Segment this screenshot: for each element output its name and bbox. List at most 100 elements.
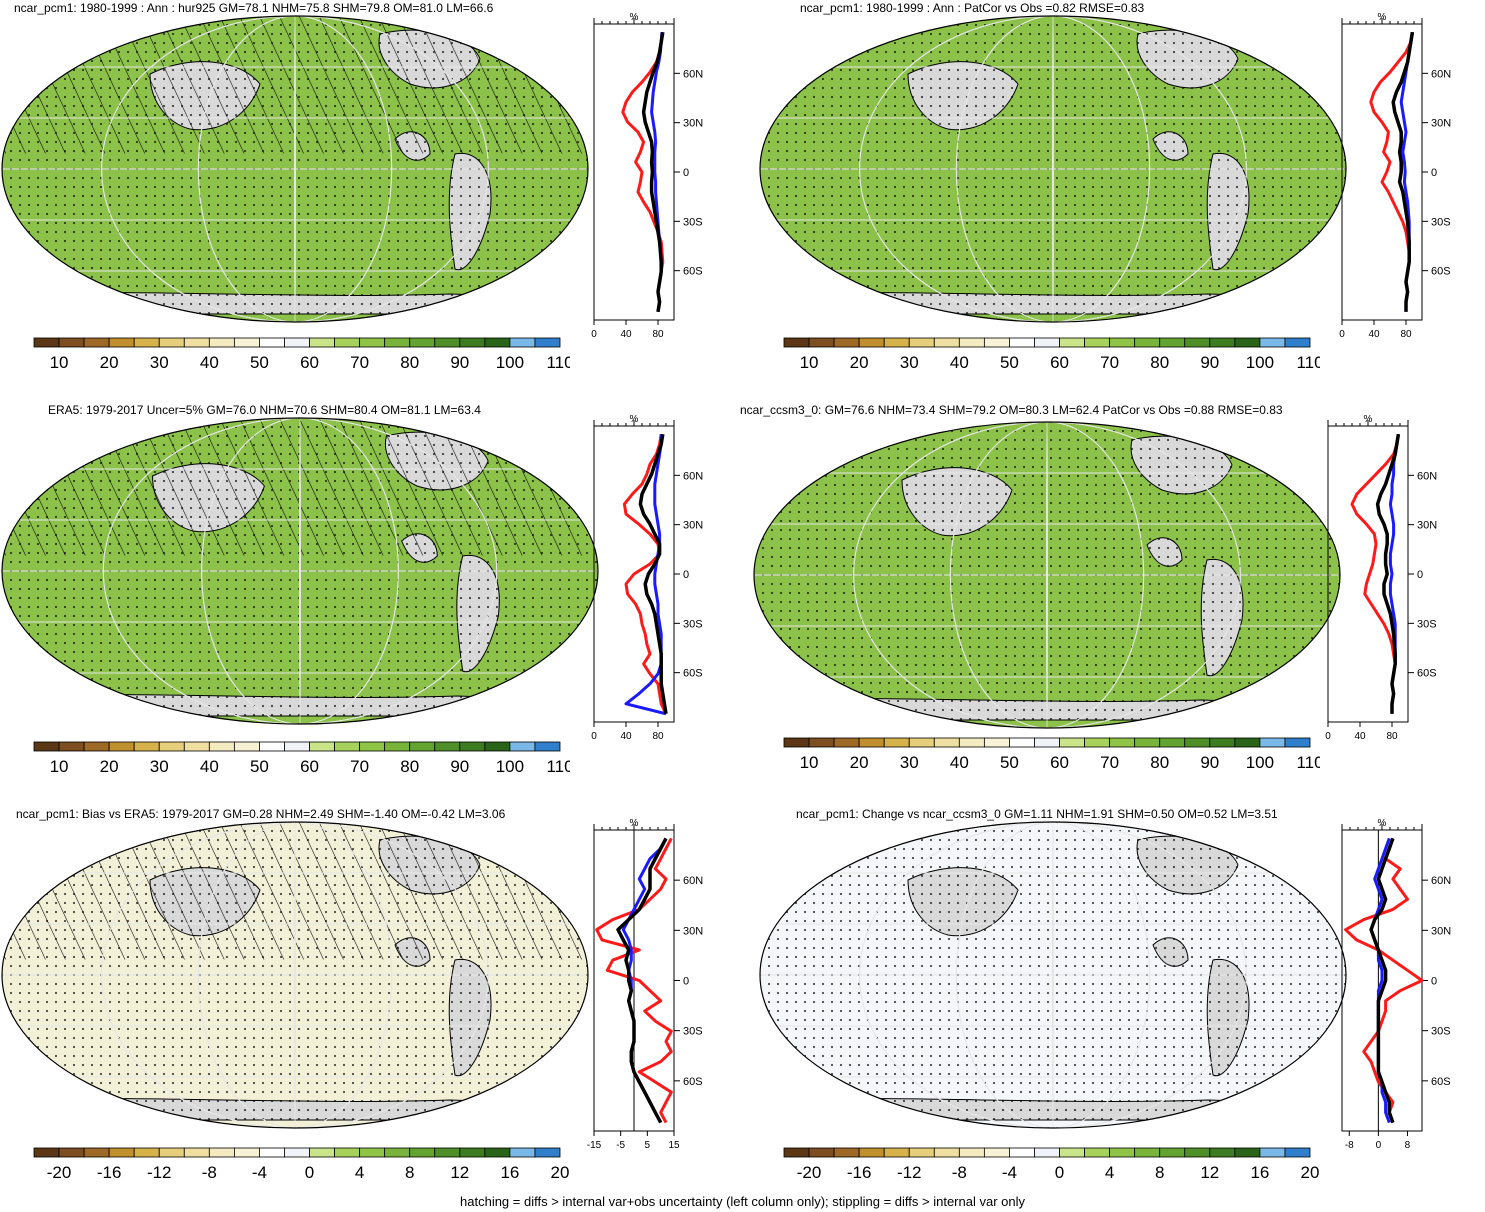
map: [1, 417, 599, 725]
colorbar-swatch: [233, 337, 260, 348]
lat-tick-label: 30N: [1431, 118, 1451, 130]
colorbar-swatch: [1184, 737, 1211, 748]
series-black: [616, 837, 668, 1124]
x-tick-label: 80: [1386, 731, 1398, 742]
colorbar-swatch: [1009, 337, 1035, 348]
colorbar-label: 16: [500, 1163, 519, 1182]
colorbar-swatch: [534, 741, 561, 752]
colorbar-label: 20: [100, 353, 119, 372]
lat-tick-label: 60S: [683, 266, 703, 278]
colorbar-label: 70: [1100, 353, 1119, 372]
colorbar-swatch: [33, 1147, 60, 1158]
colorbar-swatch: [908, 737, 935, 748]
x-tick-label: 15: [668, 1140, 680, 1151]
colorbar: 10 20 30 40 50 60 70 80 90 100 110: [33, 337, 570, 372]
panel-title: ncar_pcm1: 1980-1999 : Ann : PatCor vs O…: [800, 1, 1145, 15]
colorbar-label: 100: [496, 353, 524, 372]
panel-title: ncar_pcm1: Bias vs ERA5: 1979-2017 GM=0.…: [16, 807, 506, 821]
colorbar-label: 60: [300, 757, 319, 776]
colorbar-swatch: [1284, 1147, 1311, 1158]
map: [1, 821, 589, 1129]
colorbar-label: -12: [147, 1163, 172, 1182]
colorbar: -20 -16 -12 -8 -4 0 4 8 12 16 20: [783, 1147, 1319, 1182]
colorbar-label: 70: [350, 353, 369, 372]
colorbar-swatch: [1034, 737, 1060, 748]
longitude-line: [1052, 16, 1054, 322]
colorbar-swatch: [183, 741, 210, 752]
colorbar-swatch: [1059, 1147, 1085, 1158]
colorbar-swatch: [284, 337, 310, 348]
colorbar-swatch: [334, 1147, 361, 1158]
panel-title: ERA5: 1979-2017 Uncer=5% GM=76.0 NHM=70.…: [48, 403, 481, 417]
colorbar-label: 40: [200, 757, 219, 776]
colorbar-swatch: [334, 337, 361, 348]
colorbar-swatch: [108, 337, 135, 348]
colorbar-swatch: [1084, 337, 1111, 348]
colorbar-swatch: [1084, 737, 1111, 748]
x-tick-label: 80: [652, 329, 664, 340]
lat-tick-label: 0: [683, 167, 689, 179]
colorbar-swatch: [1009, 737, 1035, 748]
colorbar-swatch: [233, 1147, 260, 1158]
colorbar-swatch: [858, 737, 885, 748]
colorbar-swatch: [933, 1147, 960, 1158]
x-tick-label: 0: [591, 329, 597, 340]
colorbar-swatch: [108, 741, 135, 752]
lat-tick-label: 30S: [1431, 216, 1451, 228]
colorbar-swatch: [1059, 737, 1085, 748]
colorbar-label: 90: [1200, 353, 1219, 372]
panel-1: ncar_pcm1: 1980-1999 : Ann : hur925 GM=7…: [0, 0, 710, 380]
map-border: [1, 417, 599, 725]
colorbar-swatch: [534, 1147, 561, 1158]
colorbar-swatch: [808, 737, 835, 748]
colorbar-swatch: [334, 741, 361, 752]
zonal-profile: % 60N 30N 0 30S 60S -8 0 8: [1341, 818, 1451, 1151]
series-red: [595, 837, 673, 1124]
longitude-line: [859, 16, 1247, 322]
colorbar-swatch: [1284, 337, 1311, 348]
colorbar-label: 10: [50, 353, 69, 372]
colorbar-label: 12: [1200, 1163, 1219, 1182]
x-tick-label: -8: [1345, 1140, 1354, 1151]
profile-unit: %: [1364, 414, 1373, 425]
lat-tick-label: 60S: [683, 1076, 703, 1088]
colorbar-swatch: [158, 741, 185, 752]
colorbar-swatch: [1134, 337, 1161, 348]
colorbar-label: 80: [400, 757, 419, 776]
colorbar-label: 110: [546, 353, 570, 372]
colorbar-swatch: [484, 337, 511, 348]
colorbar-label: 12: [450, 1163, 469, 1182]
colorbar-label: 60: [1050, 353, 1069, 372]
colorbar-label: 60: [1050, 753, 1069, 772]
panel-3: ERA5: 1979-2017 Uncer=5% GM=76.0 NHM=70.…: [0, 402, 710, 782]
colorbar-swatch: [958, 737, 985, 748]
lat-tick-label: 30N: [683, 118, 703, 130]
zonal-profile: % 60N 30N 0 30S 60S -15 -5 5 15: [587, 818, 703, 1151]
colorbar-swatch: [183, 337, 210, 348]
colorbar-swatch: [1034, 1147, 1060, 1158]
colorbar-swatch: [783, 737, 810, 748]
colorbar-label: 4: [355, 1163, 364, 1182]
colorbar-label: 80: [1150, 353, 1169, 372]
colorbar-label: -4: [1002, 1163, 1017, 1182]
colorbar-swatch: [309, 337, 335, 348]
colorbar-label: -8: [202, 1163, 217, 1182]
colorbar: 10 20 30 40 50 60 70 80 90 100 110: [783, 337, 1320, 372]
colorbar-swatch: [259, 741, 285, 752]
map-border: [759, 15, 1347, 323]
colorbar-label: 110: [1296, 753, 1320, 772]
colorbar-swatch: [1209, 337, 1236, 348]
colorbar-swatch: [883, 1147, 910, 1158]
series-black: [638, 433, 668, 715]
colorbar-swatch: [359, 337, 386, 348]
profile-unit: %: [630, 12, 639, 23]
x-tick-label: -15: [587, 1140, 602, 1151]
longitude-line: [955, 822, 1151, 1128]
lat-tick-label: 30S: [1417, 618, 1437, 630]
longitude-line: [294, 822, 296, 1128]
profile-frame: [1327, 425, 1409, 723]
map: [759, 15, 1347, 323]
x-tick-label: 5: [645, 1140, 651, 1151]
colorbar-label: 80: [1150, 753, 1169, 772]
lat-tick-label: 60N: [683, 68, 703, 80]
